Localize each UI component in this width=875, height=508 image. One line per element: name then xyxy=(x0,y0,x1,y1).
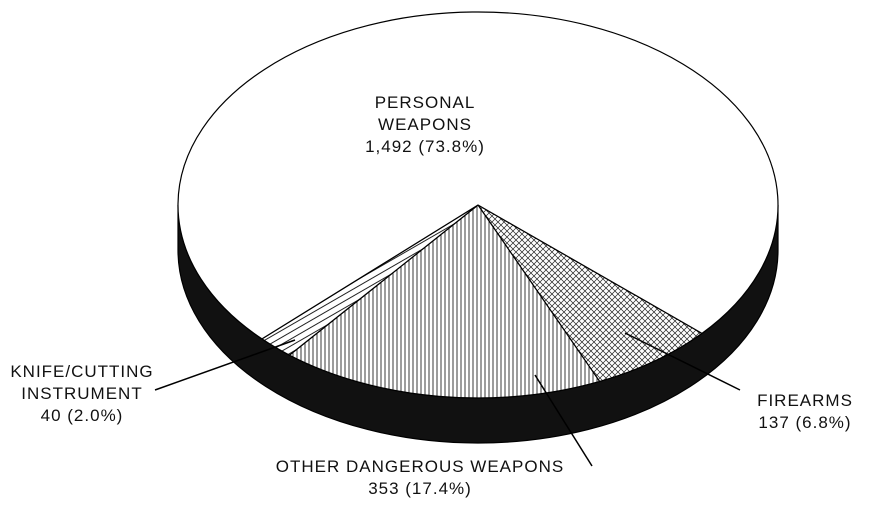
leader-line xyxy=(534,374,593,467)
category-label: FIREARMS xyxy=(757,391,853,410)
slice-label: FIREARMS 137 (6.8%) xyxy=(730,390,875,434)
leader-line xyxy=(624,332,741,391)
slice-label: PERSONAL WEAPONS 1,492 (73.8%) xyxy=(345,92,505,158)
pie-slice xyxy=(177,11,779,340)
category-label: OTHER DANGEROUS WEAPONS xyxy=(275,457,565,476)
slice-label: KNIFE/CUTTING INSTRUMENT 40 (2.0%) xyxy=(0,361,167,427)
category-label: KNIFE/CUTTING INSTRUMENT xyxy=(10,362,154,403)
value-label: 137 (6.8%) xyxy=(758,413,852,432)
pie-slice xyxy=(477,204,703,383)
leader-line xyxy=(154,339,296,391)
value-label: 40 (2.0%) xyxy=(40,406,124,425)
pie-slice xyxy=(288,204,601,399)
value-label: 353 (17.4%) xyxy=(368,479,472,498)
slice-label: OTHER DANGEROUS WEAPONS 353 (17.4%) xyxy=(220,456,620,500)
value-label: 1,492 (73.8%) xyxy=(365,137,485,156)
category-label: PERSONAL WEAPONS xyxy=(374,93,476,134)
